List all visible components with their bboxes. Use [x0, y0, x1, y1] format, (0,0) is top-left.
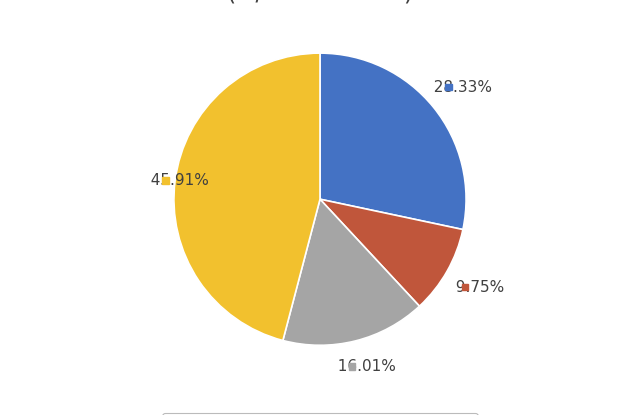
Text: 16.01%: 16.01%	[328, 359, 396, 374]
Bar	[462, 284, 468, 290]
Wedge shape	[174, 53, 320, 340]
Text: 9.75%: 9.75%	[446, 280, 504, 295]
Bar	[445, 84, 452, 90]
Wedge shape	[283, 199, 419, 345]
Text: 45.91%: 45.91%	[141, 173, 209, 188]
Title: NextEra Generation Capacity by Type - 2022
(w/subsidiaries): NextEra Generation Capacity by Type - 20…	[57, 0, 583, 5]
Wedge shape	[320, 199, 463, 306]
Bar	[162, 177, 168, 184]
Wedge shape	[320, 53, 466, 229]
Bar	[349, 363, 355, 370]
Legend: Wind, Solar, Nuclear, Gas: Wind, Solar, Nuclear, Gas	[163, 413, 477, 415]
Text: 28.33%: 28.33%	[424, 80, 493, 95]
